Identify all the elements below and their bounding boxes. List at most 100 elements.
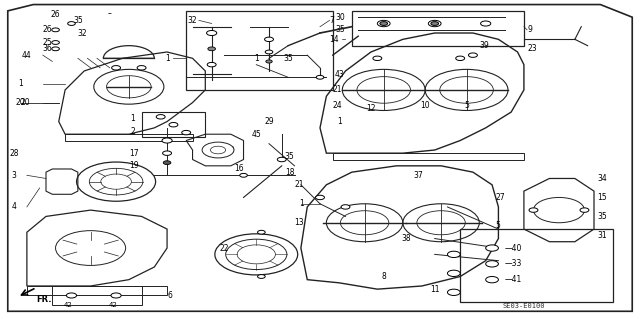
Circle shape [52, 41, 60, 44]
Circle shape [449, 271, 458, 276]
Circle shape [447, 289, 460, 295]
Text: 35: 35 [73, 16, 83, 25]
Text: 22: 22 [220, 243, 229, 253]
Text: 32: 32 [188, 16, 197, 25]
Circle shape [486, 277, 499, 283]
Text: 2: 2 [131, 127, 135, 136]
Text: –: – [108, 10, 111, 19]
Text: 1: 1 [166, 54, 170, 63]
Text: 43: 43 [334, 70, 344, 78]
Text: 3: 3 [12, 171, 17, 180]
Circle shape [486, 245, 499, 251]
Text: 16: 16 [234, 165, 244, 174]
Circle shape [68, 22, 76, 26]
Text: 23: 23 [527, 44, 537, 53]
Text: 34: 34 [597, 174, 607, 183]
Circle shape [207, 63, 216, 67]
Circle shape [449, 290, 458, 294]
Text: 14: 14 [330, 35, 339, 44]
Text: 35: 35 [597, 212, 607, 221]
Circle shape [481, 21, 491, 26]
Circle shape [380, 22, 388, 26]
Text: FR.: FR. [36, 295, 52, 304]
Circle shape [529, 208, 538, 212]
Text: 21: 21 [333, 85, 342, 94]
Circle shape [316, 195, 324, 200]
Circle shape [67, 293, 77, 298]
Text: 5: 5 [464, 101, 469, 110]
Circle shape [169, 122, 178, 127]
Text: 7: 7 [330, 16, 335, 25]
Circle shape [156, 115, 165, 119]
Text: 30: 30 [336, 13, 346, 22]
Circle shape [456, 56, 465, 61]
Text: 26: 26 [43, 25, 52, 34]
Text: 8: 8 [381, 272, 386, 281]
Text: 35: 35 [285, 152, 294, 161]
Circle shape [264, 37, 273, 41]
Text: 35: 35 [284, 54, 293, 63]
Text: 39: 39 [479, 41, 489, 50]
Circle shape [163, 151, 172, 155]
Circle shape [257, 230, 265, 234]
Text: 29: 29 [264, 117, 274, 126]
Circle shape [52, 28, 60, 32]
Text: 1: 1 [337, 117, 342, 126]
Circle shape [341, 205, 350, 209]
Text: 35: 35 [336, 25, 346, 34]
Text: 19: 19 [129, 161, 138, 170]
Circle shape [373, 56, 382, 61]
Circle shape [378, 20, 390, 27]
Circle shape [202, 142, 234, 158]
Circle shape [52, 47, 60, 51]
Text: 42: 42 [109, 302, 117, 308]
Circle shape [162, 138, 172, 143]
Text: 1: 1 [300, 199, 304, 208]
Circle shape [111, 293, 121, 298]
Circle shape [163, 161, 171, 165]
Text: —41: —41 [505, 275, 522, 284]
Circle shape [257, 275, 265, 278]
Circle shape [428, 20, 441, 27]
Circle shape [431, 22, 438, 26]
Text: 21: 21 [294, 180, 304, 189]
Text: 13: 13 [294, 218, 304, 227]
Circle shape [137, 66, 146, 70]
Text: 31: 31 [597, 231, 607, 240]
Circle shape [316, 75, 324, 79]
Text: 36: 36 [43, 44, 52, 53]
Text: 15: 15 [597, 193, 607, 202]
Circle shape [488, 246, 496, 250]
Text: 20: 20 [16, 98, 26, 107]
Text: 9: 9 [527, 25, 532, 34]
Text: 12: 12 [366, 104, 376, 113]
Text: 28: 28 [10, 149, 19, 158]
Circle shape [240, 174, 247, 177]
Text: 20: 20 [20, 98, 30, 107]
Circle shape [182, 130, 191, 135]
Text: 6: 6 [167, 291, 172, 300]
Text: 24: 24 [333, 101, 342, 110]
Text: —33: —33 [505, 259, 522, 268]
Circle shape [211, 146, 226, 154]
Text: 38: 38 [401, 234, 411, 243]
Text: SE03-E0100: SE03-E0100 [502, 303, 545, 308]
Text: 1: 1 [18, 79, 23, 88]
Text: 45: 45 [252, 130, 261, 139]
Text: 5: 5 [495, 221, 500, 230]
Text: —40: —40 [505, 243, 522, 253]
Text: 27: 27 [495, 193, 505, 202]
Text: 17: 17 [129, 149, 138, 158]
Circle shape [111, 66, 120, 70]
Circle shape [580, 208, 589, 212]
Text: 10: 10 [420, 101, 430, 110]
Circle shape [207, 31, 217, 35]
Circle shape [447, 270, 460, 277]
Circle shape [449, 252, 458, 256]
Circle shape [208, 47, 216, 51]
Text: 4: 4 [12, 203, 17, 211]
Text: 18: 18 [285, 168, 294, 177]
Circle shape [468, 53, 477, 57]
Text: 26: 26 [51, 10, 60, 19]
Circle shape [277, 157, 286, 162]
